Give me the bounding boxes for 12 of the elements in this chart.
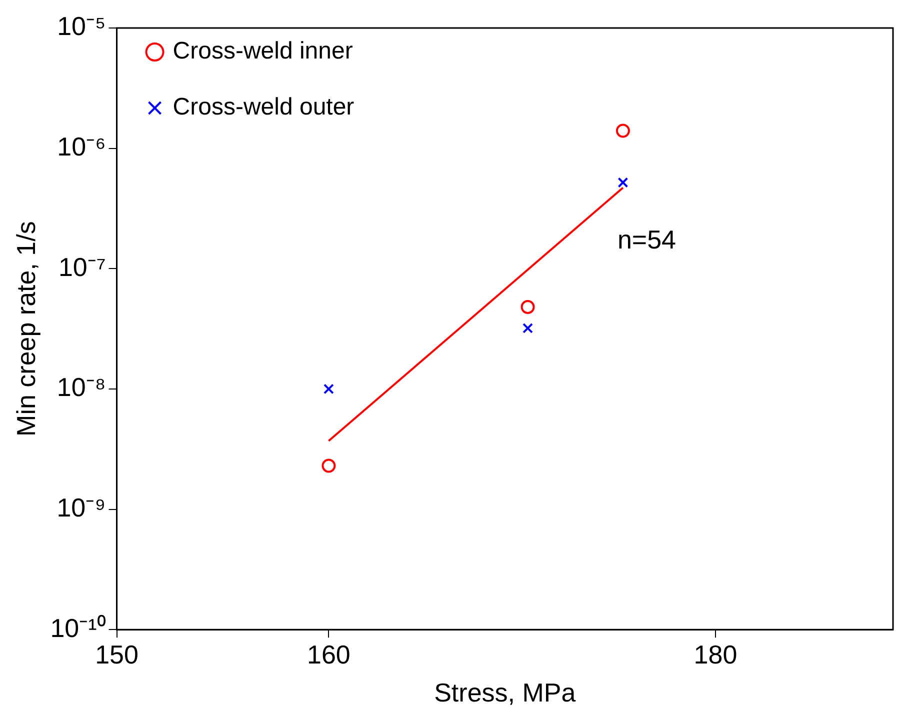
legend-label: Cross-weld inner <box>172 38 353 65</box>
y-tick-label: 10⁻⁶ <box>57 131 106 162</box>
x-tick-label: 180 <box>694 639 738 670</box>
x-axis-title: Stress, MPa <box>434 678 576 708</box>
annotation: n=54 <box>617 224 676 255</box>
legend-label: Cross-weld outer <box>172 94 354 121</box>
y-tick-label: 10⁻⁷ <box>58 252 106 282</box>
y-axis-title: Min creep rate, 1/s <box>10 221 41 436</box>
x-tick-label: 160 <box>307 639 350 670</box>
y-tick-label: 10⁻⁸ <box>56 372 106 402</box>
y-tick-label: 10⁻⁵ <box>57 11 106 42</box>
y-tick-label: 10⁻⁹ <box>56 492 106 522</box>
